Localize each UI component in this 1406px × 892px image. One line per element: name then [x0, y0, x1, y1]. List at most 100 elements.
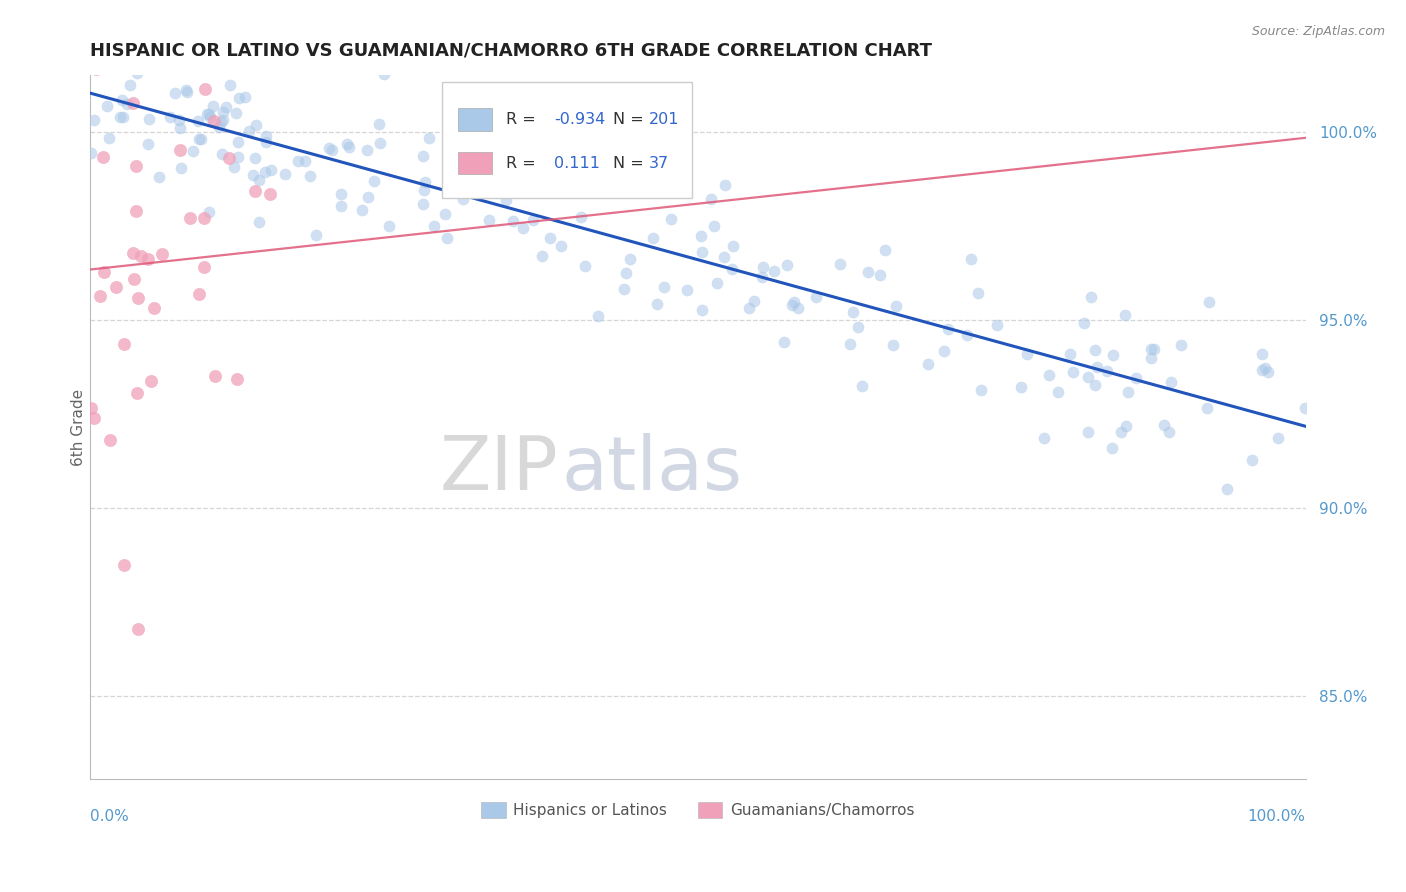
Point	[1160, 375, 1182, 389]
Point	[211, 104, 233, 119]
Point	[162, 53, 184, 67]
Point	[1153, 417, 1175, 432]
Point	[318, 141, 340, 155]
Point	[245, 118, 267, 132]
Point	[451, 192, 474, 206]
Point	[169, 143, 191, 157]
Point	[763, 264, 786, 278]
Point	[98, 131, 121, 145]
Point	[714, 178, 737, 193]
Point	[228, 91, 250, 105]
Point	[243, 184, 266, 198]
Point	[176, 85, 198, 99]
Point	[336, 137, 359, 152]
Point	[254, 165, 277, 179]
Point	[238, 124, 260, 138]
Point	[1267, 431, 1289, 445]
Point	[167, 113, 190, 128]
Point	[321, 143, 343, 157]
Point	[373, 67, 395, 81]
Point	[187, 113, 209, 128]
Point	[1038, 368, 1060, 382]
Point	[851, 379, 873, 393]
Point	[114, 336, 136, 351]
Point	[1059, 347, 1081, 361]
Point	[204, 369, 226, 384]
Text: N =: N =	[613, 156, 654, 170]
Point	[127, 291, 149, 305]
Point	[260, 163, 283, 178]
Point	[751, 270, 773, 285]
Point	[357, 190, 380, 204]
Point	[202, 99, 225, 113]
Point	[917, 357, 939, 371]
Point	[212, 112, 235, 127]
Point	[114, 558, 136, 572]
Point	[418, 131, 440, 145]
Point	[111, 93, 134, 107]
Point	[363, 174, 385, 188]
Point	[118, 78, 141, 92]
Point	[752, 260, 775, 274]
Point	[699, 192, 721, 206]
Point	[1101, 348, 1123, 362]
Point	[299, 169, 322, 184]
FancyBboxPatch shape	[458, 152, 492, 175]
Point	[243, 151, 266, 165]
Point	[378, 219, 401, 233]
Point	[512, 220, 534, 235]
Point	[190, 132, 212, 146]
Text: 0.0%: 0.0%	[90, 809, 128, 824]
Point	[641, 231, 664, 245]
Point	[884, 299, 907, 313]
Point	[368, 117, 391, 131]
Point	[337, 140, 360, 154]
Point	[470, 157, 492, 171]
Point	[1294, 401, 1316, 416]
Point	[350, 202, 373, 217]
Y-axis label: 6th Grade: 6th Grade	[72, 389, 86, 466]
Point	[1062, 365, 1084, 379]
Point	[110, 110, 132, 124]
FancyBboxPatch shape	[458, 108, 492, 131]
Point	[208, 120, 231, 134]
Point	[129, 249, 152, 263]
Point	[1085, 360, 1108, 375]
Point	[368, 136, 391, 150]
Point	[1253, 360, 1275, 375]
Point	[195, 107, 218, 121]
Legend: Hispanics or Latinos, Guamanians/Chamorros: Hispanics or Latinos, Guamanians/Chamorr…	[475, 796, 921, 824]
Point	[1125, 371, 1147, 385]
Point	[222, 160, 245, 174]
Point	[1198, 295, 1220, 310]
Point	[436, 231, 458, 245]
Point	[1116, 384, 1139, 399]
Point	[659, 212, 682, 227]
Point	[838, 336, 860, 351]
Text: R =: R =	[506, 112, 540, 127]
Point	[437, 156, 460, 170]
Point	[1101, 441, 1123, 455]
Point	[194, 82, 217, 96]
Text: HISPANIC OR LATINO VS GUAMANIAN/CHAMORRO 6TH GRADE CORRELATION CHART: HISPANIC OR LATINO VS GUAMANIAN/CHAMORRO…	[90, 42, 932, 60]
Point	[502, 213, 524, 227]
Point	[1216, 482, 1239, 496]
Point	[356, 144, 378, 158]
Text: N =: N =	[613, 112, 648, 127]
Point	[499, 182, 522, 196]
Point	[966, 286, 988, 301]
Point	[188, 287, 211, 301]
Point	[136, 137, 159, 152]
Point	[274, 167, 297, 181]
Point	[828, 257, 851, 271]
Point	[619, 252, 641, 267]
FancyBboxPatch shape	[443, 82, 692, 198]
Point	[165, 86, 187, 100]
Point	[89, 20, 111, 34]
Point	[690, 229, 713, 244]
Point	[127, 622, 149, 636]
Point	[254, 128, 277, 143]
Point	[254, 136, 277, 150]
Point	[1139, 351, 1161, 366]
Point	[98, 434, 121, 448]
